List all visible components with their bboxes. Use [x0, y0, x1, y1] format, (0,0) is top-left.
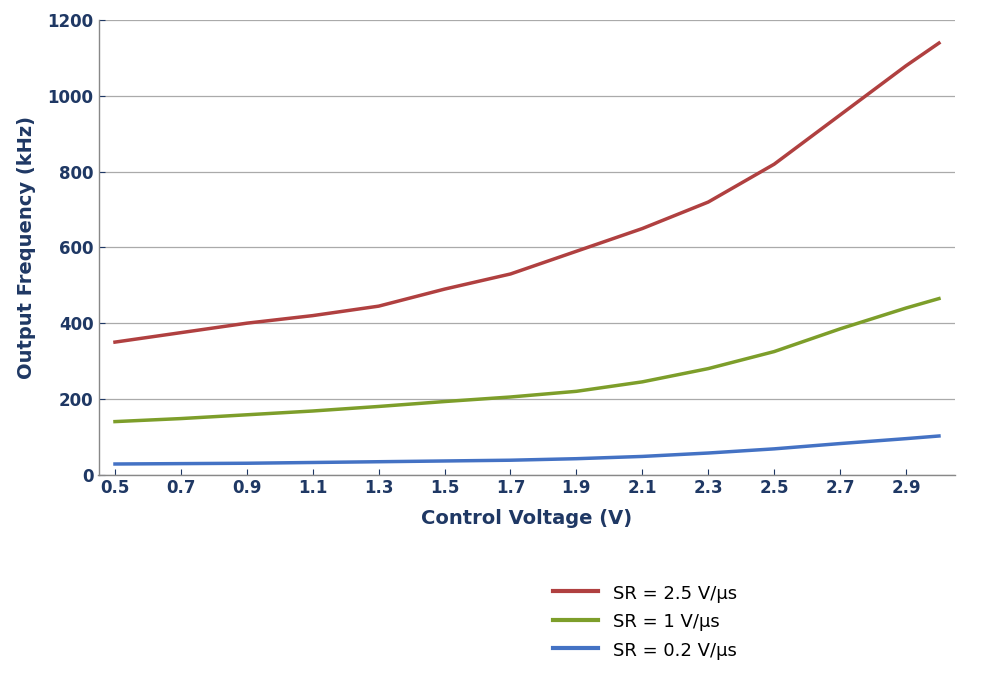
Line: SR = 2.5 V/μs: SR = 2.5 V/μs: [115, 43, 939, 342]
Line: SR = 1 V/μs: SR = 1 V/μs: [115, 298, 939, 422]
SR = 0.2 V/μs: [702, 449, 714, 457]
SR = 1 V/μs: [636, 378, 648, 386]
SR = 2.5 V/μs: [834, 111, 846, 119]
SR = 1 V/μs: [570, 387, 582, 395]
SR = 0.2 V/μs: [900, 435, 912, 443]
SR = 2.5 V/μs: [241, 319, 253, 327]
SR = 1 V/μs: [768, 348, 780, 356]
SR = 2.5 V/μs: [636, 224, 648, 233]
Y-axis label: Output Frequency (kHz): Output Frequency (kHz): [18, 116, 36, 379]
SR = 2.5 V/μs: [504, 270, 516, 278]
SR = 0.2 V/μs: [834, 439, 846, 447]
SR = 2.5 V/μs: [109, 338, 121, 346]
SR = 2.5 V/μs: [702, 198, 714, 206]
SR = 1 V/μs: [372, 402, 384, 410]
SR = 2.5 V/μs: [768, 160, 780, 168]
SR = 0.2 V/μs: [438, 457, 450, 465]
SR = 0.2 V/μs: [372, 458, 384, 466]
SR = 0.2 V/μs: [768, 445, 780, 453]
SR = 1 V/μs: [933, 294, 945, 302]
SR = 0.2 V/μs: [109, 460, 121, 468]
SR = 2.5 V/μs: [175, 329, 187, 337]
Line: SR = 0.2 V/μs: SR = 0.2 V/μs: [115, 436, 939, 464]
SR = 1 V/μs: [834, 325, 846, 333]
SR = 1 V/μs: [702, 365, 714, 373]
SR = 2.5 V/μs: [438, 285, 450, 293]
SR = 0.2 V/μs: [307, 458, 319, 466]
SR = 0.2 V/μs: [241, 459, 253, 467]
SR = 0.2 V/μs: [504, 456, 516, 464]
SR = 2.5 V/μs: [570, 247, 582, 256]
SR = 0.2 V/μs: [636, 452, 648, 460]
SR = 1 V/μs: [438, 397, 450, 405]
SR = 1 V/μs: [175, 414, 187, 422]
SR = 0.2 V/μs: [933, 432, 945, 440]
SR = 1 V/μs: [241, 411, 253, 419]
SR = 2.5 V/μs: [933, 39, 945, 47]
SR = 1 V/μs: [109, 418, 121, 426]
SR = 1 V/μs: [307, 407, 319, 415]
SR = 2.5 V/μs: [900, 62, 912, 70]
X-axis label: Control Voltage (V): Control Voltage (V): [422, 508, 632, 527]
SR = 0.2 V/μs: [570, 455, 582, 463]
Legend: SR = 2.5 V/μs, SR = 1 V/μs, SR = 0.2 V/μs: SR = 2.5 V/μs, SR = 1 V/μs, SR = 0.2 V/μ…: [554, 584, 737, 660]
SR = 0.2 V/μs: [175, 460, 187, 468]
SR = 1 V/μs: [900, 304, 912, 312]
SR = 1 V/μs: [504, 393, 516, 401]
SR = 2.5 V/μs: [372, 302, 384, 311]
SR = 2.5 V/μs: [307, 312, 319, 320]
